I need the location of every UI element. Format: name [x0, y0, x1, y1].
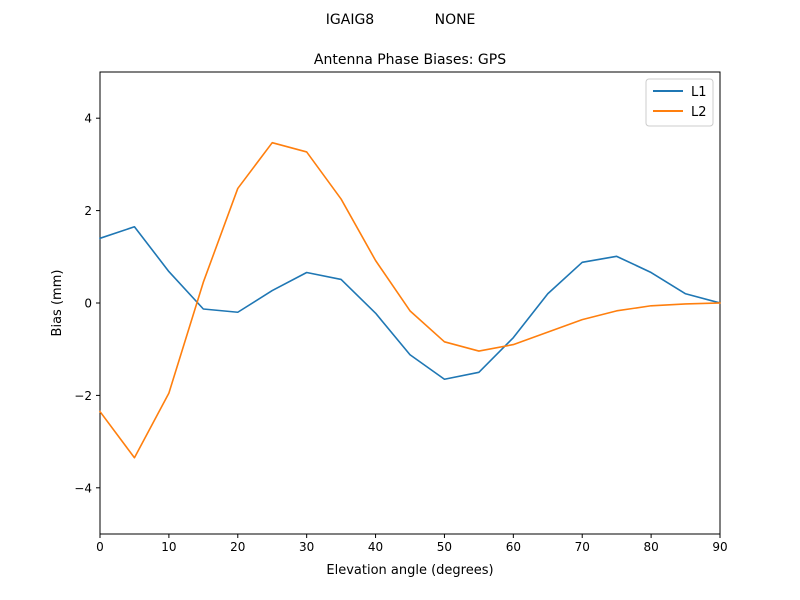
x-tick-label: 70	[575, 540, 590, 554]
x-tick-label: 80	[643, 540, 658, 554]
y-axis-label: Bias (mm)	[50, 270, 65, 337]
series-line-l1	[98, 225, 721, 381]
x-tick-label: 30	[299, 540, 314, 554]
x-tick-label: 10	[161, 540, 176, 554]
series-line-l2	[98, 141, 721, 459]
y-tick-label: 2	[84, 204, 92, 218]
x-tick-label: 50	[437, 540, 452, 554]
x-tick-label: 40	[368, 540, 383, 554]
x-tick-label: 90	[712, 540, 727, 554]
legend: L1 L2	[645, 78, 714, 127]
y-tick-label: 0	[84, 297, 92, 311]
suptitle-left: IGAIG8	[326, 12, 374, 28]
suptitle-right: NONE	[435, 12, 476, 28]
x-tick-label: 0	[96, 540, 104, 554]
chart-title: Antenna Phase Biases: GPS	[314, 52, 506, 68]
x-axis-ticks: 0 10 20 30 40 50 60 70 80 90	[96, 534, 728, 554]
legend-label-l1: L1	[691, 85, 707, 100]
x-tick-label: 60	[506, 540, 521, 554]
y-tick-label: −4	[74, 481, 92, 495]
series-layer	[98, 141, 721, 459]
y-tick-label: 4	[84, 112, 92, 126]
legend-label-l2: L2	[691, 105, 707, 120]
x-tick-label: 20	[230, 540, 245, 554]
x-axis-label: Elevation angle (degrees)	[326, 563, 493, 578]
y-axis-ticks: −4 −2 0 2 4	[74, 112, 100, 495]
y-tick-label: −2	[74, 389, 92, 403]
